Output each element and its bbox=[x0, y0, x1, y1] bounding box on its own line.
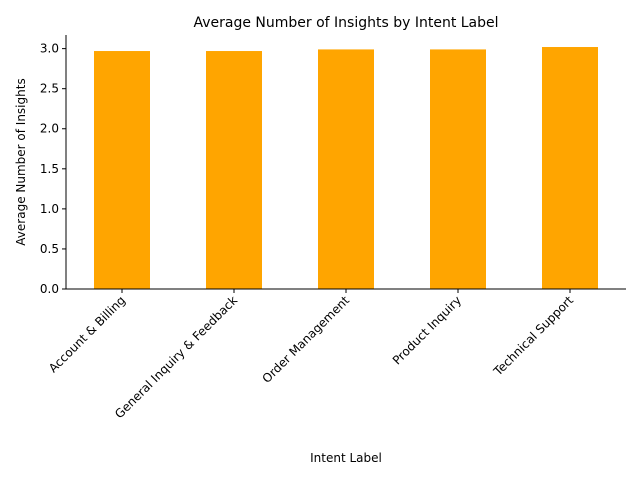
bar-3 bbox=[430, 49, 486, 289]
bar-0 bbox=[94, 51, 150, 289]
bar-1 bbox=[206, 51, 262, 289]
chart-title: Average Number of Insights by Intent Lab… bbox=[193, 15, 498, 31]
bar-2 bbox=[318, 49, 374, 289]
x-axis-label: Intent Label bbox=[310, 451, 382, 465]
y-tick-label-2: 1.0 bbox=[40, 202, 59, 216]
y-tick-label-5: 2.5 bbox=[40, 82, 59, 96]
y-ticks-layer: 0.0 0.5 1.0 1.5 2.0 2.5 3.0 bbox=[40, 42, 66, 296]
y-tick-label-3: 1.5 bbox=[40, 162, 59, 176]
bars-layer bbox=[94, 47, 598, 289]
y-tick-label-4: 2.0 bbox=[40, 122, 59, 136]
y-tick-label-6: 3.0 bbox=[40, 42, 59, 56]
y-tick-label-0: 0.0 bbox=[40, 282, 59, 296]
bar-4 bbox=[542, 47, 598, 289]
y-tick-label-1: 0.5 bbox=[40, 242, 59, 256]
y-axis-label: Average Number of Insights bbox=[14, 78, 28, 245]
